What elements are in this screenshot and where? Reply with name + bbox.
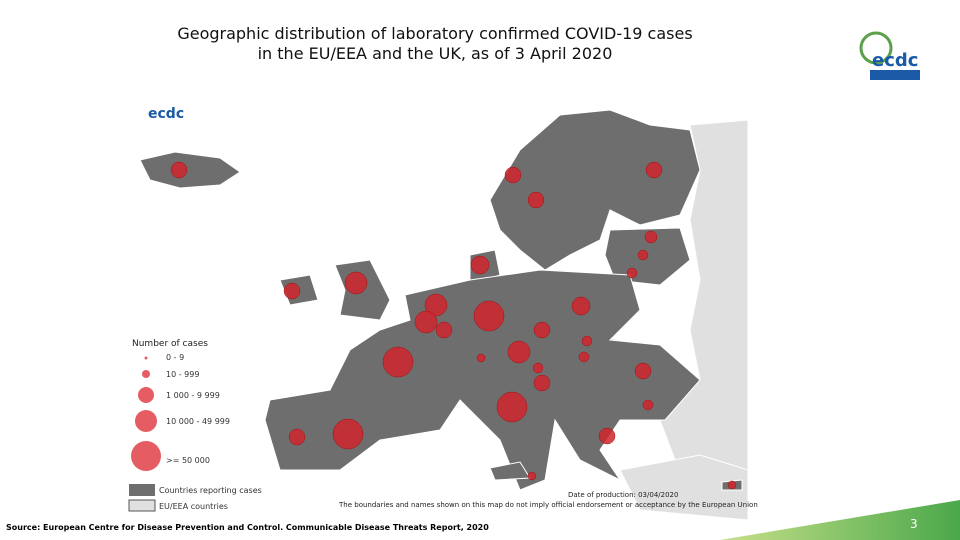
title-line: in the EU/EEA and the UK, as of 3 April … <box>257 44 613 63</box>
non-eu-area <box>619 454 749 521</box>
page-number: 3 <box>910 517 918 531</box>
legend-label: 10 000 - 49 999 <box>166 417 230 426</box>
legend-label: Countries reporting cases <box>159 486 262 495</box>
legend-label: EU/EEA countries <box>159 502 228 511</box>
title-line: Geographic distribution of laboratory co… <box>177 24 693 43</box>
logo: ecdc <box>859 31 920 80</box>
production-date: Date of production: 03/04/2020 <box>568 491 678 499</box>
legend-label: 1 000 - 9 999 <box>166 391 220 400</box>
map-logo-text: ecdc <box>148 106 184 122</box>
footer-bar <box>720 500 960 540</box>
case-markers <box>170 161 737 490</box>
legend: Number of cases 0 - 9 10 - 999 1 000 - 9… <box>128 339 262 512</box>
source: Source: European Centre for Disease Prev… <box>6 523 489 532</box>
legend-label: >= 50 000 <box>166 456 210 465</box>
legend-swatch <box>129 484 155 496</box>
legend-swatch <box>128 499 156 512</box>
title: Geographic distribution of laboratory co… <box>100 24 770 64</box>
legend-label: 10 - 999 <box>166 370 199 379</box>
legend-title: Number of cases <box>132 339 208 349</box>
logo-text: ecdc <box>872 50 918 71</box>
legend-symbols <box>131 356 161 471</box>
legend-label: 0 - 9 <box>166 353 184 362</box>
disclaimer: The boundaries and names shown on this m… <box>338 501 758 509</box>
